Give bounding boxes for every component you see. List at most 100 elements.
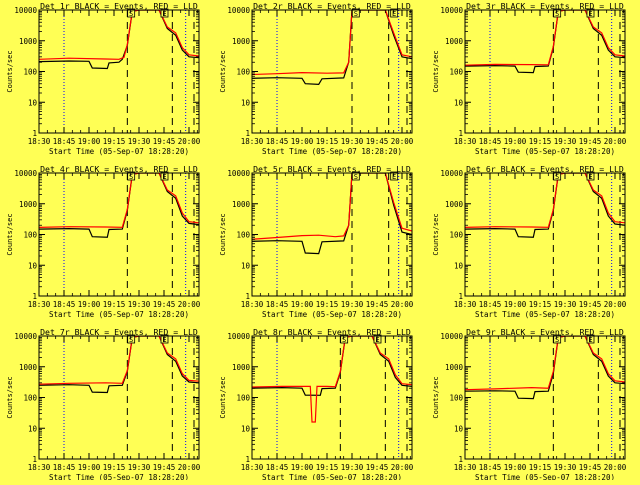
x-tick-label: 19:45 bbox=[579, 137, 602, 146]
x-tick-label: 19:15 bbox=[316, 137, 339, 146]
flag-box bbox=[127, 8, 136, 18]
x-tick-label: 18:30 bbox=[241, 463, 264, 472]
y-tick-label: 10 bbox=[241, 261, 251, 270]
panel-title: Det 8r BLACK = Events, RED = LLD bbox=[253, 327, 411, 337]
y-axis-label: Counts/sec bbox=[219, 50, 227, 92]
x-tick-label: 18:45 bbox=[266, 463, 289, 472]
x-tick-label: 19:45 bbox=[579, 463, 602, 472]
x-tick-label: 19:00 bbox=[78, 137, 101, 146]
x-tick-label: 20:00 bbox=[391, 463, 414, 472]
y-tick-label: 1000 bbox=[445, 200, 464, 209]
x-tick-label: 19:15 bbox=[103, 463, 126, 472]
y-tick-label: 1 bbox=[458, 292, 463, 301]
flag-label: S bbox=[555, 10, 559, 18]
panel-title: Det 5r BLACK = Events, RED = LLD bbox=[253, 164, 411, 174]
y-tick-label: 10 bbox=[241, 98, 251, 107]
y-tick-label: 10 bbox=[454, 98, 464, 107]
x-axis-label: Start Time (05-Sep-07 18:28:20) bbox=[475, 147, 615, 156]
flag-label: S bbox=[555, 336, 559, 344]
y-tick-label: 1 bbox=[245, 455, 250, 464]
panel-title: Det 9r BLACK = Events, RED = LLD bbox=[466, 327, 624, 337]
y-axis-label: Counts/sec bbox=[432, 376, 440, 418]
flag-box bbox=[390, 8, 399, 18]
y-tick-label: 1 bbox=[32, 455, 37, 464]
x-tick-label: 18:45 bbox=[266, 137, 289, 146]
flag-box bbox=[340, 334, 349, 344]
y-tick-label: 1000 bbox=[232, 363, 251, 372]
plot-frame bbox=[251, 9, 413, 134]
x-tick-label: 19:30 bbox=[128, 300, 151, 309]
series-group bbox=[39, 10, 199, 70]
x-tick-label: 19:00 bbox=[291, 300, 314, 309]
plot-frame bbox=[464, 335, 626, 460]
panel-title: Det 7r BLACK = Events, RED = LLD bbox=[40, 327, 198, 337]
y-tick-label: 1000 bbox=[19, 200, 38, 209]
flag-label: S bbox=[555, 173, 559, 181]
x-tick-label: 19:30 bbox=[128, 463, 151, 472]
x-tick-label: 19:15 bbox=[103, 137, 126, 146]
plot-frame bbox=[464, 172, 626, 297]
x-tick-label: 19:15 bbox=[103, 300, 126, 309]
x-tick-label: 18:30 bbox=[454, 463, 477, 472]
x-tick-label: 19:00 bbox=[504, 463, 527, 472]
x-tick-label: 18:45 bbox=[479, 137, 502, 146]
flag-box bbox=[127, 334, 136, 344]
events-line bbox=[252, 10, 412, 86]
y-axis-label: Counts/sec bbox=[432, 213, 440, 255]
x-tick-label: 20:00 bbox=[178, 137, 201, 146]
flag-label: E bbox=[392, 173, 396, 181]
y-tick-label: 1 bbox=[245, 129, 250, 138]
series-group bbox=[252, 336, 412, 423]
x-tick-label: 19:45 bbox=[579, 300, 602, 309]
plot-frame bbox=[38, 335, 200, 460]
flag-label: S bbox=[342, 336, 346, 344]
x-tick-label: 19:45 bbox=[366, 137, 389, 146]
lld-line bbox=[39, 336, 199, 385]
y-axis-label: Counts/sec bbox=[432, 50, 440, 92]
x-tick-label: 19:00 bbox=[504, 300, 527, 309]
panel-title: Det 2r BLACK = Events, RED = LLD bbox=[253, 1, 411, 11]
plot-frame bbox=[251, 172, 413, 297]
y-tick-label: 10000 bbox=[227, 332, 250, 341]
x-axis-label: Start Time (05-Sep-07 18:28:20) bbox=[475, 310, 615, 319]
y-tick-label: 10 bbox=[454, 424, 464, 433]
x-tick-label: 20:00 bbox=[604, 463, 627, 472]
lld-line bbox=[465, 10, 625, 66]
y-axis-label: Counts/sec bbox=[6, 50, 14, 92]
lld-line bbox=[39, 173, 199, 228]
y-tick-label: 100 bbox=[236, 394, 250, 403]
flag-box bbox=[553, 171, 562, 181]
events-line bbox=[252, 173, 412, 255]
x-tick-label: 19:45 bbox=[366, 300, 389, 309]
y-tick-label: 1 bbox=[245, 292, 250, 301]
series-group bbox=[39, 173, 199, 238]
x-tick-label: 20:00 bbox=[391, 300, 414, 309]
series-group bbox=[252, 10, 412, 86]
lld-line bbox=[465, 173, 625, 228]
y-tick-label: 1 bbox=[32, 292, 37, 301]
x-tick-label: 18:30 bbox=[28, 463, 51, 472]
x-tick-label: 19:15 bbox=[316, 463, 339, 472]
plot-frame bbox=[38, 172, 200, 297]
panel-title: Det 6r BLACK = Events, RED = LLD bbox=[466, 164, 624, 174]
flag-label: E bbox=[392, 10, 396, 18]
x-tick-label: 19:45 bbox=[153, 463, 176, 472]
flag-label: S bbox=[129, 336, 133, 344]
y-tick-label: 1000 bbox=[19, 37, 38, 46]
y-tick-label: 10000 bbox=[440, 169, 463, 178]
y-tick-label: 100 bbox=[23, 231, 37, 240]
x-tick-label: 18:30 bbox=[454, 137, 477, 146]
flag-label: S bbox=[354, 10, 358, 18]
y-axis-label: Counts/sec bbox=[219, 213, 227, 255]
y-axis-label: Counts/sec bbox=[6, 213, 14, 255]
y-tick-label: 1 bbox=[458, 129, 463, 138]
x-tick-label: 19:00 bbox=[78, 300, 101, 309]
x-tick-label: 18:45 bbox=[479, 463, 502, 472]
x-axis-label: Start Time (05-Sep-07 18:28:20) bbox=[475, 473, 615, 480]
x-tick-label: 19:00 bbox=[291, 463, 314, 472]
